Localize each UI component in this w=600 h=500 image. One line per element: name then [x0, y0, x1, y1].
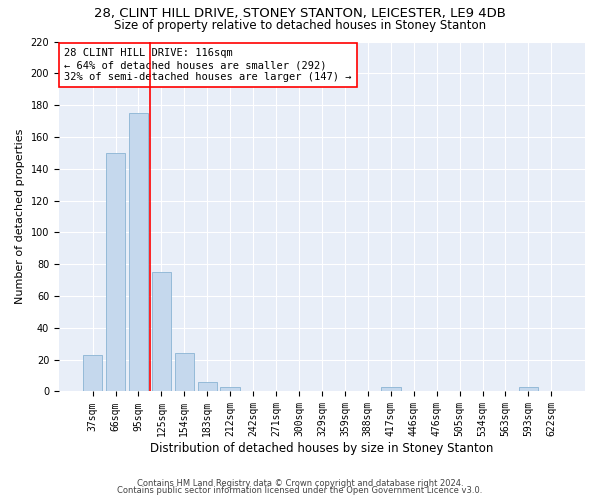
- Bar: [381, 386, 401, 392]
- X-axis label: Distribution of detached houses by size in Stoney Stanton: Distribution of detached houses by size …: [150, 442, 494, 455]
- Text: 28 CLINT HILL DRIVE: 116sqm
← 64% of detached houses are smaller (292)
32% of se: 28 CLINT HILL DRIVE: 116sqm ← 64% of det…: [64, 48, 352, 82]
- Bar: [220, 386, 240, 392]
- Bar: [83, 355, 103, 392]
- Y-axis label: Number of detached properties: Number of detached properties: [15, 129, 25, 304]
- Text: Contains HM Land Registry data © Crown copyright and database right 2024.: Contains HM Land Registry data © Crown c…: [137, 478, 463, 488]
- Text: 28, CLINT HILL DRIVE, STONEY STANTON, LEICESTER, LE9 4DB: 28, CLINT HILL DRIVE, STONEY STANTON, LE…: [94, 8, 506, 20]
- Bar: [128, 113, 148, 392]
- Bar: [518, 386, 538, 392]
- Text: Size of property relative to detached houses in Stoney Stanton: Size of property relative to detached ho…: [114, 18, 486, 32]
- Bar: [175, 354, 194, 392]
- Bar: [152, 272, 171, 392]
- Text: Contains public sector information licensed under the Open Government Licence v3: Contains public sector information licen…: [118, 486, 482, 495]
- Bar: [197, 382, 217, 392]
- Bar: [106, 153, 125, 392]
